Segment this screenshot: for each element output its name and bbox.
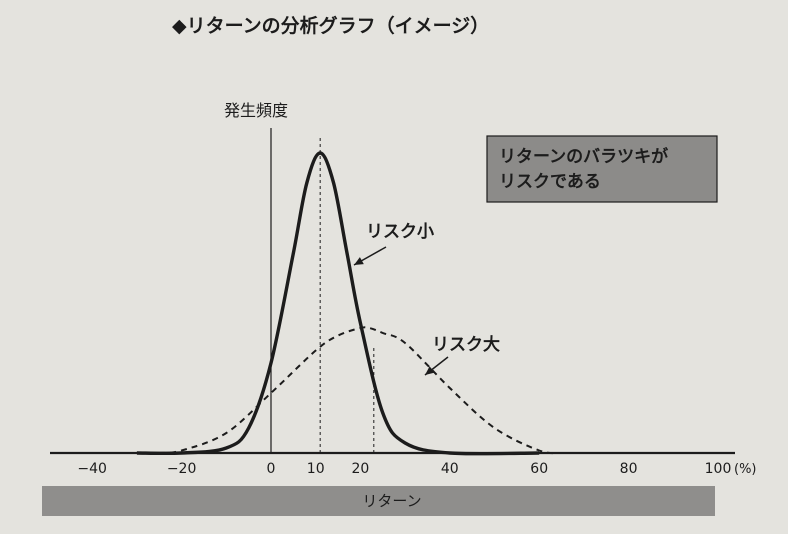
reference-lines: [319, 138, 375, 453]
series-label: リスク小: [366, 222, 434, 242]
x-tick-labels: −40 −20 0 10 20 40 60 80 100 (%): [77, 461, 756, 477]
annotation-text: リスクである: [499, 172, 601, 192]
series-line-large-risk: [159, 326, 562, 455]
x-tick-label: 20: [351, 461, 369, 477]
series-label: リスク大: [432, 334, 500, 355]
x-tick-label: 60: [530, 461, 548, 477]
x-tick-label: 80: [620, 461, 638, 477]
x-tick-label: 0: [267, 461, 276, 477]
annotation-box: [486, 135, 718, 203]
x-axis-label: リターン: [362, 492, 421, 510]
series-line-small-risk: [136, 151, 540, 456]
series-label-arrowhead: [425, 366, 435, 375]
x-tick-label: 100: [705, 461, 732, 477]
series-label-arrowhead: [354, 257, 364, 265]
x-tick-label: −20: [167, 461, 197, 477]
x-tick-label: 10: [307, 461, 325, 477]
x-axis-band-bar: [42, 486, 715, 516]
annotation-text: リターンのバラツキが: [499, 146, 668, 167]
x-axis-unit: (%): [734, 462, 757, 477]
chart-title: ◆リターンの分析グラフ（イメージ）: [172, 14, 489, 37]
x-tick-label: 40: [441, 461, 459, 477]
y-axis-label: 発生頻度: [224, 101, 288, 120]
x-tick-label: −40: [77, 461, 107, 477]
x-axis-band: リターン: [42, 486, 715, 516]
